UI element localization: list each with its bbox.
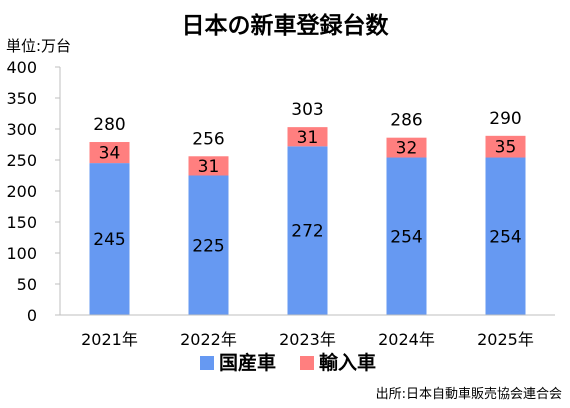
bar-segment-imported [287,127,328,147]
x-tick-label: 2021年 [81,330,138,349]
y-tick-label: 0 [27,306,37,325]
x-tick-label: 2023年 [279,330,336,349]
y-tick-label: 100 [6,244,37,263]
data-label: 245 [93,230,125,250]
plot-area: 245 34 280 225 31 256 272 31 303 254 32 286 254 35 290 [89,100,526,315]
data-label: 272 [291,222,323,242]
y-tick-label: 150 [6,213,37,232]
bar-segment-imported [188,156,229,176]
bar-segment-domestic [485,157,526,315]
legend-swatch [300,356,314,370]
y-tick-label: 250 [6,151,37,170]
x-tick-label: 2022年 [180,330,237,349]
y-tick-label: 300 [6,120,37,139]
y-axis: 0 50 100 150 200 250 300 350 400 [6,58,61,325]
bar-segment-imported [89,142,130,164]
legend-label: 国産車 [219,351,276,374]
y-tick-label: 400 [6,58,37,77]
legend-swatch [200,356,214,370]
data-label: 31 [198,157,220,177]
total-label: 280 [93,115,125,135]
bar-segment-domestic [188,175,229,315]
chart-title: 日本の新車登録台数 [182,12,390,39]
y-tick-label: 200 [6,182,37,201]
total-label: 256 [192,129,224,149]
bar-segment-imported [386,137,427,158]
data-label: 32 [396,139,418,159]
data-label: 254 [390,227,422,247]
total-label: 286 [390,111,422,131]
bar-segment-imported [485,135,526,158]
data-label: 225 [192,236,224,256]
x-axis: 2021年 2022年 2023年 2024年 2025年 [60,314,555,349]
data-label: 254 [489,227,521,247]
bar-segment-domestic [287,146,328,315]
legend: 国産車 輸入車 [200,351,376,374]
legend-label: 輸入車 [319,351,376,374]
x-tick-label: 2024年 [378,330,435,349]
y-tick-label: 50 [17,275,37,294]
data-label: 31 [297,128,319,148]
total-label: 290 [489,109,521,129]
y-tick-label: 350 [6,89,37,108]
source-note: 出所:日本自動車販売協会連合会 [376,386,562,402]
x-tick-label: 2025年 [477,330,534,349]
unit-label: 単位:万台 [6,37,71,55]
data-label: 35 [495,138,517,158]
bar-segment-domestic [89,163,130,315]
total-label: 303 [291,100,323,120]
data-label: 34 [99,144,121,164]
bar-segment-domestic [386,157,427,315]
